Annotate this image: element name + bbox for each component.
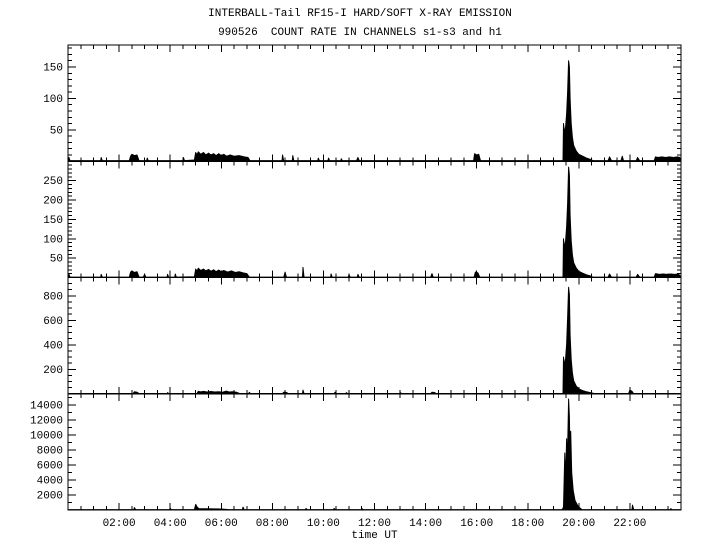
series-channel-s2 [67, 166, 682, 278]
x-axis-title: time UT [351, 530, 398, 542]
axis-ticks [67, 45, 682, 511]
y-tick-label-h1: 8000 [37, 446, 63, 458]
y-tick-label-s2: 200 [43, 196, 63, 208]
y-tick-label-s2: 50 [50, 254, 63, 266]
series-channel-s1 [67, 60, 682, 162]
x-tick-label: 16:00 [460, 518, 493, 530]
y-tick-label-h1: 6000 [37, 461, 63, 473]
panel-frame-s3 [67, 277, 682, 395]
panel-frame-s2 [67, 160, 682, 279]
page-subtitle: 990526 COUNT RATE IN CHANNELS s1-s3 and … [218, 27, 502, 39]
y-tick-label-h1: 10000 [30, 431, 63, 443]
x-tick-label: 06:00 [205, 518, 238, 530]
page-title: INTERBALL-Tail RF15-I HARD/SOFT X-RAY EM… [208, 8, 512, 20]
y-tick-label-s3: 800 [43, 291, 63, 303]
x-tick-label: 14:00 [409, 518, 442, 530]
x-tick-label: 02:00 [103, 518, 136, 530]
y-tick-label-h1: 12000 [30, 416, 63, 428]
y-tick-label-s2: 100 [43, 234, 63, 246]
y-tick-label-h1: 4000 [37, 476, 63, 488]
series-channel-s3 [67, 286, 682, 395]
y-tick-label-h1: 14000 [30, 401, 63, 413]
series-channel-h1 [67, 398, 682, 511]
y-tick-label-s1: 100 [43, 94, 63, 106]
y-tick-label-s3: 200 [43, 365, 63, 377]
x-tick-label: 04:00 [154, 518, 187, 530]
x-tick-label: 18:00 [511, 518, 544, 530]
x-tick-label: 10:00 [307, 518, 340, 530]
y-tick-label-s2: 150 [43, 215, 63, 227]
y-tick-label-h1: 2000 [37, 491, 63, 503]
y-tick-label-s1: 150 [43, 63, 63, 75]
x-tick-label: 20:00 [562, 518, 595, 530]
y-tick-label-s2: 250 [43, 176, 63, 188]
x-tick-label: 12:00 [358, 518, 391, 530]
panel-frame-s1 [67, 44, 682, 162]
y-tick-label-s3: 400 [43, 340, 63, 352]
y-tick-label-s3: 600 [43, 316, 63, 328]
panel-frame-h1 [67, 393, 682, 511]
y-tick-label-s1: 50 [50, 125, 63, 137]
x-tick-label: 08:00 [256, 518, 289, 530]
x-tick-label: 22:00 [613, 518, 646, 530]
